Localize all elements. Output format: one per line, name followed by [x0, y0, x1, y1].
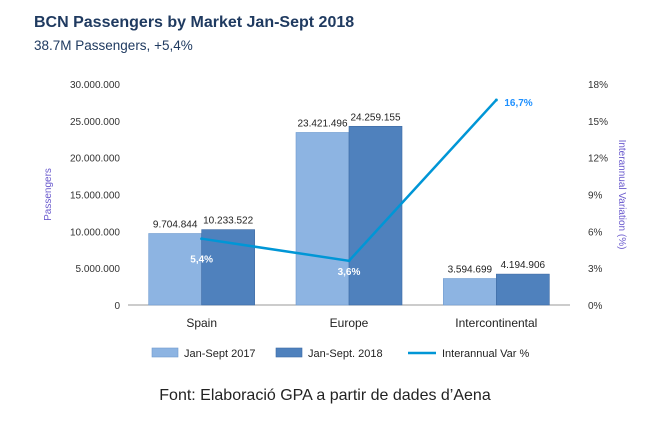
bar-value-label: 4.194.906 [501, 260, 546, 271]
y-tick-label: 0 [114, 301, 120, 312]
bar-2017 [295, 132, 350, 306]
y2-tick-label: 0% [588, 301, 603, 312]
y-tick-label: 15.000.000 [70, 191, 120, 202]
y2-tick-label: 9% [588, 191, 603, 202]
y-tick-label: 10.000.000 [70, 227, 120, 238]
y-tick-label: 30.000.000 [70, 80, 120, 91]
legend-swatch [151, 347, 179, 358]
y2-tick-label: 15% [588, 117, 608, 128]
line-value-label: 5,4% [190, 255, 213, 266]
bar-value-label: 23.421.496 [297, 118, 347, 129]
chart-title: BCN Passengers by Market Jan-Sept 2018 [34, 14, 355, 31]
x-tick-label: Europe [330, 316, 369, 330]
bar-2017 [148, 233, 202, 306]
y2-tick-label: 6% [588, 227, 603, 238]
legend-swatch [275, 347, 303, 358]
bar-2017 [443, 278, 497, 306]
y-axis-title: Passengers [43, 168, 54, 221]
bar-value-label: 10.233.522 [203, 216, 253, 227]
bar-2018 [496, 273, 550, 306]
y2-axis-title: Interannual Variation (%) [616, 140, 627, 250]
y-tick-label: 20.000.000 [70, 154, 120, 165]
y2-tick-label: 18% [588, 80, 608, 91]
line-point [347, 259, 351, 263]
x-tick-label: Spain [186, 316, 217, 330]
line-value-label: 3,6% [338, 267, 361, 278]
line-point [200, 237, 204, 241]
legend-label: Jan-Sept 2017 [184, 348, 256, 360]
y-tick-label: 25.000.000 [70, 117, 120, 128]
bar-2018 [348, 125, 403, 306]
source-note: Font: Elaboració GPA a partir de dades d… [159, 387, 491, 404]
line-point [494, 98, 498, 102]
bar-value-label: 24.259.155 [350, 112, 400, 123]
y2-tick-label: 12% [588, 154, 608, 165]
chart-area: 0 5.000.000 10.000.000 15.000.000 20.000.000… [43, 80, 627, 360]
y-tick-label: 5.000.000 [76, 264, 121, 275]
bar-value-label: 3.594.699 [448, 265, 493, 276]
y2-tick-label: 3% [588, 264, 603, 275]
bar-value-label: 9.704.844 [153, 220, 198, 231]
legend-label: Interannual Var % [442, 348, 529, 360]
x-tick-label: Intercontinental [455, 316, 537, 330]
line-value-label: 16,7% [504, 98, 532, 109]
chart-subtitle: 38.7M Passengers, +5,4% [34, 38, 193, 53]
legend-label: Jan-Sept. 2018 [308, 348, 383, 360]
